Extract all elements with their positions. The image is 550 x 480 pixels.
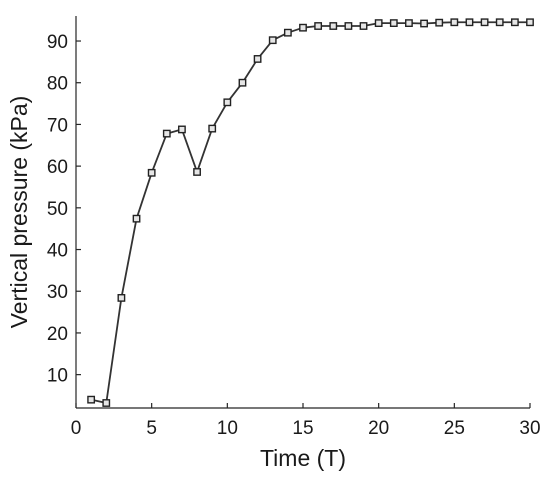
y-tick-label: 10 [47,366,68,387]
data-point-marker [526,18,534,27]
data-point-marker [132,214,141,223]
y-tick-label: 50 [47,199,68,220]
y-tick-label: 30 [47,282,68,303]
x-tick-label: 0 [71,418,82,439]
x-tick-label: 20 [368,418,389,439]
y-tick-label: 60 [47,157,68,178]
x-axis-ticks: 0 5 10 15 20 25 30 [71,403,541,439]
series-line [90,21,530,404]
data-point-marker [510,18,519,27]
data-point-marker [389,19,398,27]
data-point-marker [480,18,489,27]
y-tick-label: 20 [47,324,68,345]
data-point-marker [329,22,338,30]
data-point-marker [420,19,428,28]
data-point-marker [268,36,277,45]
data-point-marker [435,18,444,27]
data-point-marker [299,23,307,32]
x-tick-label: 30 [519,418,540,439]
x-axis-label: Time (T) [260,445,346,471]
data-point-marker [374,19,383,27]
y-axis-label: Vertical pressure (kPa) [6,96,32,329]
x-tick-label: 25 [444,418,465,439]
series-layer [87,18,534,407]
y-axis-ticks: 10 20 30 40 50 60 70 80 90 [47,32,81,387]
x-tick-label: 15 [292,418,313,439]
y-tick-label: 40 [47,241,68,262]
data-point-marker [405,19,413,27]
data-point-marker [117,294,126,302]
data-point-marker [450,18,459,27]
data-point-marker [238,78,247,87]
data-point-marker [314,22,323,30]
data-point-marker [162,129,171,138]
data-point-marker [193,168,201,176]
data-point-marker [495,18,504,27]
data-point-marker [465,18,474,27]
data-point-marker [344,22,353,30]
data-point-marker [147,168,156,177]
data-point-marker [223,98,232,107]
data-point-marker [283,28,292,37]
data-point-marker [87,395,96,404]
data-point-marker [102,399,111,407]
y-tick-label: 70 [47,115,68,136]
data-point-marker [253,55,262,63]
data-point-marker [178,125,186,134]
data-point-marker [208,124,217,133]
x-tick-label: 10 [217,418,238,439]
y-tick-label: 80 [47,74,68,95]
axes [75,16,530,409]
x-tick-label: 5 [146,418,157,439]
y-tick-label: 90 [47,32,68,53]
data-point-marker [359,22,368,30]
